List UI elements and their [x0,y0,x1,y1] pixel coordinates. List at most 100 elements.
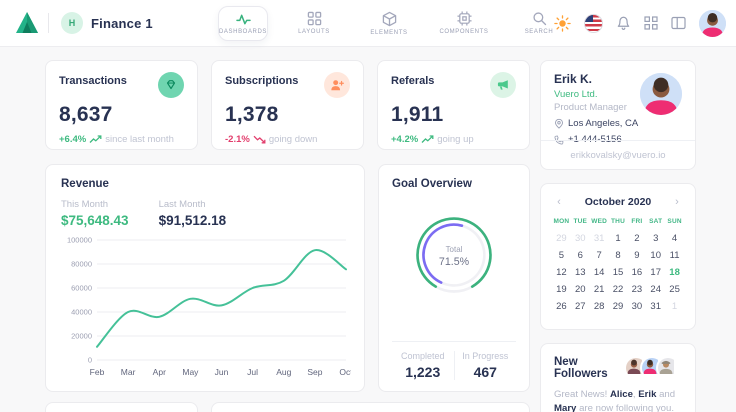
panel-icon[interactable] [671,16,686,30]
header-divider [48,13,49,33]
svg-text:May: May [182,367,199,377]
user-plus-icon [324,72,350,98]
calendar-day[interactable]: 21 [593,284,605,295]
gauge-center-value: 71.5% [439,256,470,268]
calendar-day[interactable]: 28 [593,301,605,312]
profile-role: Product Manager [554,102,627,113]
revenue-title: Revenue [61,178,109,190]
profile-name: Erik K. [554,72,593,86]
calendar-day[interactable]: 22 [612,284,624,295]
trending-up-icon [89,135,102,143]
nav-tabs: DASHBOARDS LAYOUTS ELEME [218,0,568,46]
trend-note: since last month [105,134,174,145]
calendar-day[interactable]: 17 [650,267,661,278]
calendar-day[interactable]: 18 [669,267,680,278]
calendar-day[interactable]: 15 [612,267,624,278]
calendar-day[interactable]: 30 [631,301,643,312]
trend-note: going down [268,134,318,145]
calendar-day[interactable]: 26 [556,301,567,312]
calendar-day[interactable]: 12 [556,267,567,278]
sun-icon[interactable] [554,14,571,32]
calendar-day[interactable]: 4 [671,233,678,244]
transactions-card: Transactions 8,637 +6.4% since last mont… [45,60,198,150]
tab-elements[interactable]: ELEMENTS [360,11,418,36]
calendar-card: ‹ October 2020 › MON TUE WED THU FRI SAT SUN 2… [540,183,696,330]
svg-text:Feb: Feb [90,367,105,377]
calendar-day[interactable]: 31 [593,233,605,244]
tab-layouts[interactable]: LAYOUTS [285,11,343,35]
tab-label: ELEMENTS [370,29,408,36]
calendar-day[interactable]: 20 [574,284,586,295]
calendar-day[interactable]: 31 [650,301,661,312]
calendar-day[interactable]: 2 [634,233,640,244]
follower-avatar-mary[interactable] [656,356,680,380]
calendar-day[interactable]: 1 [671,301,678,312]
tab-dashboards[interactable]: DASHBOARDS [218,5,268,41]
header-actions [554,0,726,46]
tab-label: DASHBOARDS [219,28,268,35]
calendar-day[interactable]: 10 [650,250,661,261]
project-badge[interactable]: H [61,12,83,34]
tab-label: COMPONENTS [439,29,489,35]
calendar-day[interactable]: 9 [634,250,640,261]
profile-location: Los Angeles, CA [568,118,639,129]
user-avatar[interactable] [699,9,726,37]
vuero-logo-icon[interactable] [14,10,40,36]
goal-overview-card: Goal Overview Total 71.5% Completed 1,22… [378,164,530,392]
calendar-day[interactable]: 29 [556,233,567,244]
completed-value: 1,223 [405,364,441,380]
profile-phone: +1 444-5156 [568,134,622,145]
calendar-day[interactable]: 14 [593,267,605,278]
gauge-center-label: Total [446,245,463,254]
calendar-day[interactable]: 29 [612,301,624,312]
svg-text:0: 0 [88,356,92,365]
calendar-day[interactable]: 16 [631,267,643,278]
goal-title: Goal Overview [392,178,472,190]
followers-message: Great News! Alice, Erik and Mary are now… [554,389,676,412]
profile-email[interactable]: erikkovalsky@vuero.io [541,140,695,169]
calendar-day[interactable]: 23 [631,284,643,295]
tab-search[interactable]: SEARCH [510,11,568,35]
svg-text:Apr: Apr [153,367,166,377]
calendar-day[interactable]: 19 [556,284,567,295]
calendar-day[interactable]: 1 [615,233,621,244]
completed-block: Completed 1,223 [392,351,454,380]
trend-value: +6.4% [59,134,87,145]
tab-label: LAYOUTS [298,29,330,35]
calendar-day[interactable]: 25 [669,284,680,295]
cpu-icon [456,11,472,26]
calendar-day[interactable]: 6 [577,250,583,261]
svg-text:Sep: Sep [307,367,322,377]
calendar-next-button[interactable]: › [675,196,679,208]
calendar-day-header: FRI [631,218,643,225]
calendar-grid: 29 30 31 1 2 3 4 5 6 7 8 9 10 11 12 13 14 15 16 17 18 19 20 21 2… [552,233,684,312]
calendar-day[interactable]: 24 [650,284,661,295]
calendar-day[interactable]: 30 [574,233,586,244]
svg-text:40000: 40000 [71,308,92,317]
bell-icon[interactable] [616,15,631,31]
svg-text:20000: 20000 [71,332,92,341]
calendar-day[interactable]: 11 [669,250,680,261]
calendar-day-header: TUE [573,218,588,225]
apps-grid-icon[interactable] [644,16,658,30]
tab-components[interactable]: COMPONENTS [435,11,493,35]
us-flag-icon[interactable] [584,13,603,33]
svg-text:Aug: Aug [276,367,291,377]
avatar-illustration [699,9,726,37]
profile-card: Erik K. Vuero Ltd. Product Manager Los A… [540,60,696,170]
calendar-day[interactable]: 5 [558,250,565,261]
calendar-day[interactable]: 8 [615,250,621,261]
calendar-prev-button[interactable]: ‹ [557,196,561,208]
stat-title: Transactions [59,75,127,87]
profile-avatar [640,73,682,115]
calendar-day[interactable]: 3 [653,233,659,244]
this-month-block: This Month $75,648.43 [61,199,129,228]
calendar-day[interactable]: 27 [574,301,586,312]
calendar-day[interactable]: 13 [574,267,586,278]
svg-text:Mar: Mar [121,367,136,377]
followers-avatars [624,356,682,380]
calendar-day[interactable]: 7 [596,250,602,261]
follower-avatar-alice[interactable] [624,356,648,380]
revenue-card: Revenue This Month $75,648.43 Last Month… [45,164,365,392]
